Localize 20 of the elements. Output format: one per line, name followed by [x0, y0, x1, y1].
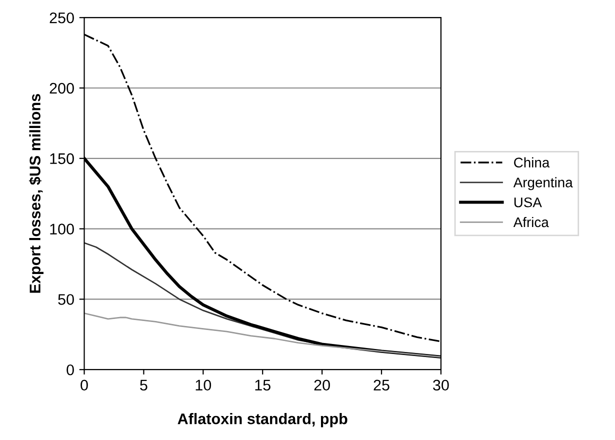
x-axis-title: Aflatoxin standard, ppb: [178, 413, 348, 428]
legend-label: Argentina: [513, 177, 573, 190]
y-tick-label: 100: [50, 224, 74, 234]
y-tick-label: 200: [50, 82, 74, 94]
x-tick-label: 25: [374, 380, 390, 391]
x-tick-label: 15: [255, 380, 270, 391]
x-tick-label: 10: [196, 380, 212, 391]
y-tick-label: 0: [66, 364, 74, 376]
legend-label: USA: [514, 197, 542, 208]
legend-label: China: [514, 157, 550, 168]
x-tick-label: 5: [140, 380, 148, 391]
x-tick-label: 0: [80, 380, 88, 391]
y-tick-label: 50: [58, 294, 74, 305]
line-series: [84, 312, 441, 358]
x-tick-label: 30: [433, 380, 449, 391]
legend-label: Africa: [513, 216, 549, 228]
y-tick-label: 150: [50, 153, 74, 164]
y-axis-title: Export losses, $US millions: [28, 94, 44, 293]
x-tick-label: 20: [314, 380, 330, 391]
y-tick-label: 250: [50, 12, 74, 24]
